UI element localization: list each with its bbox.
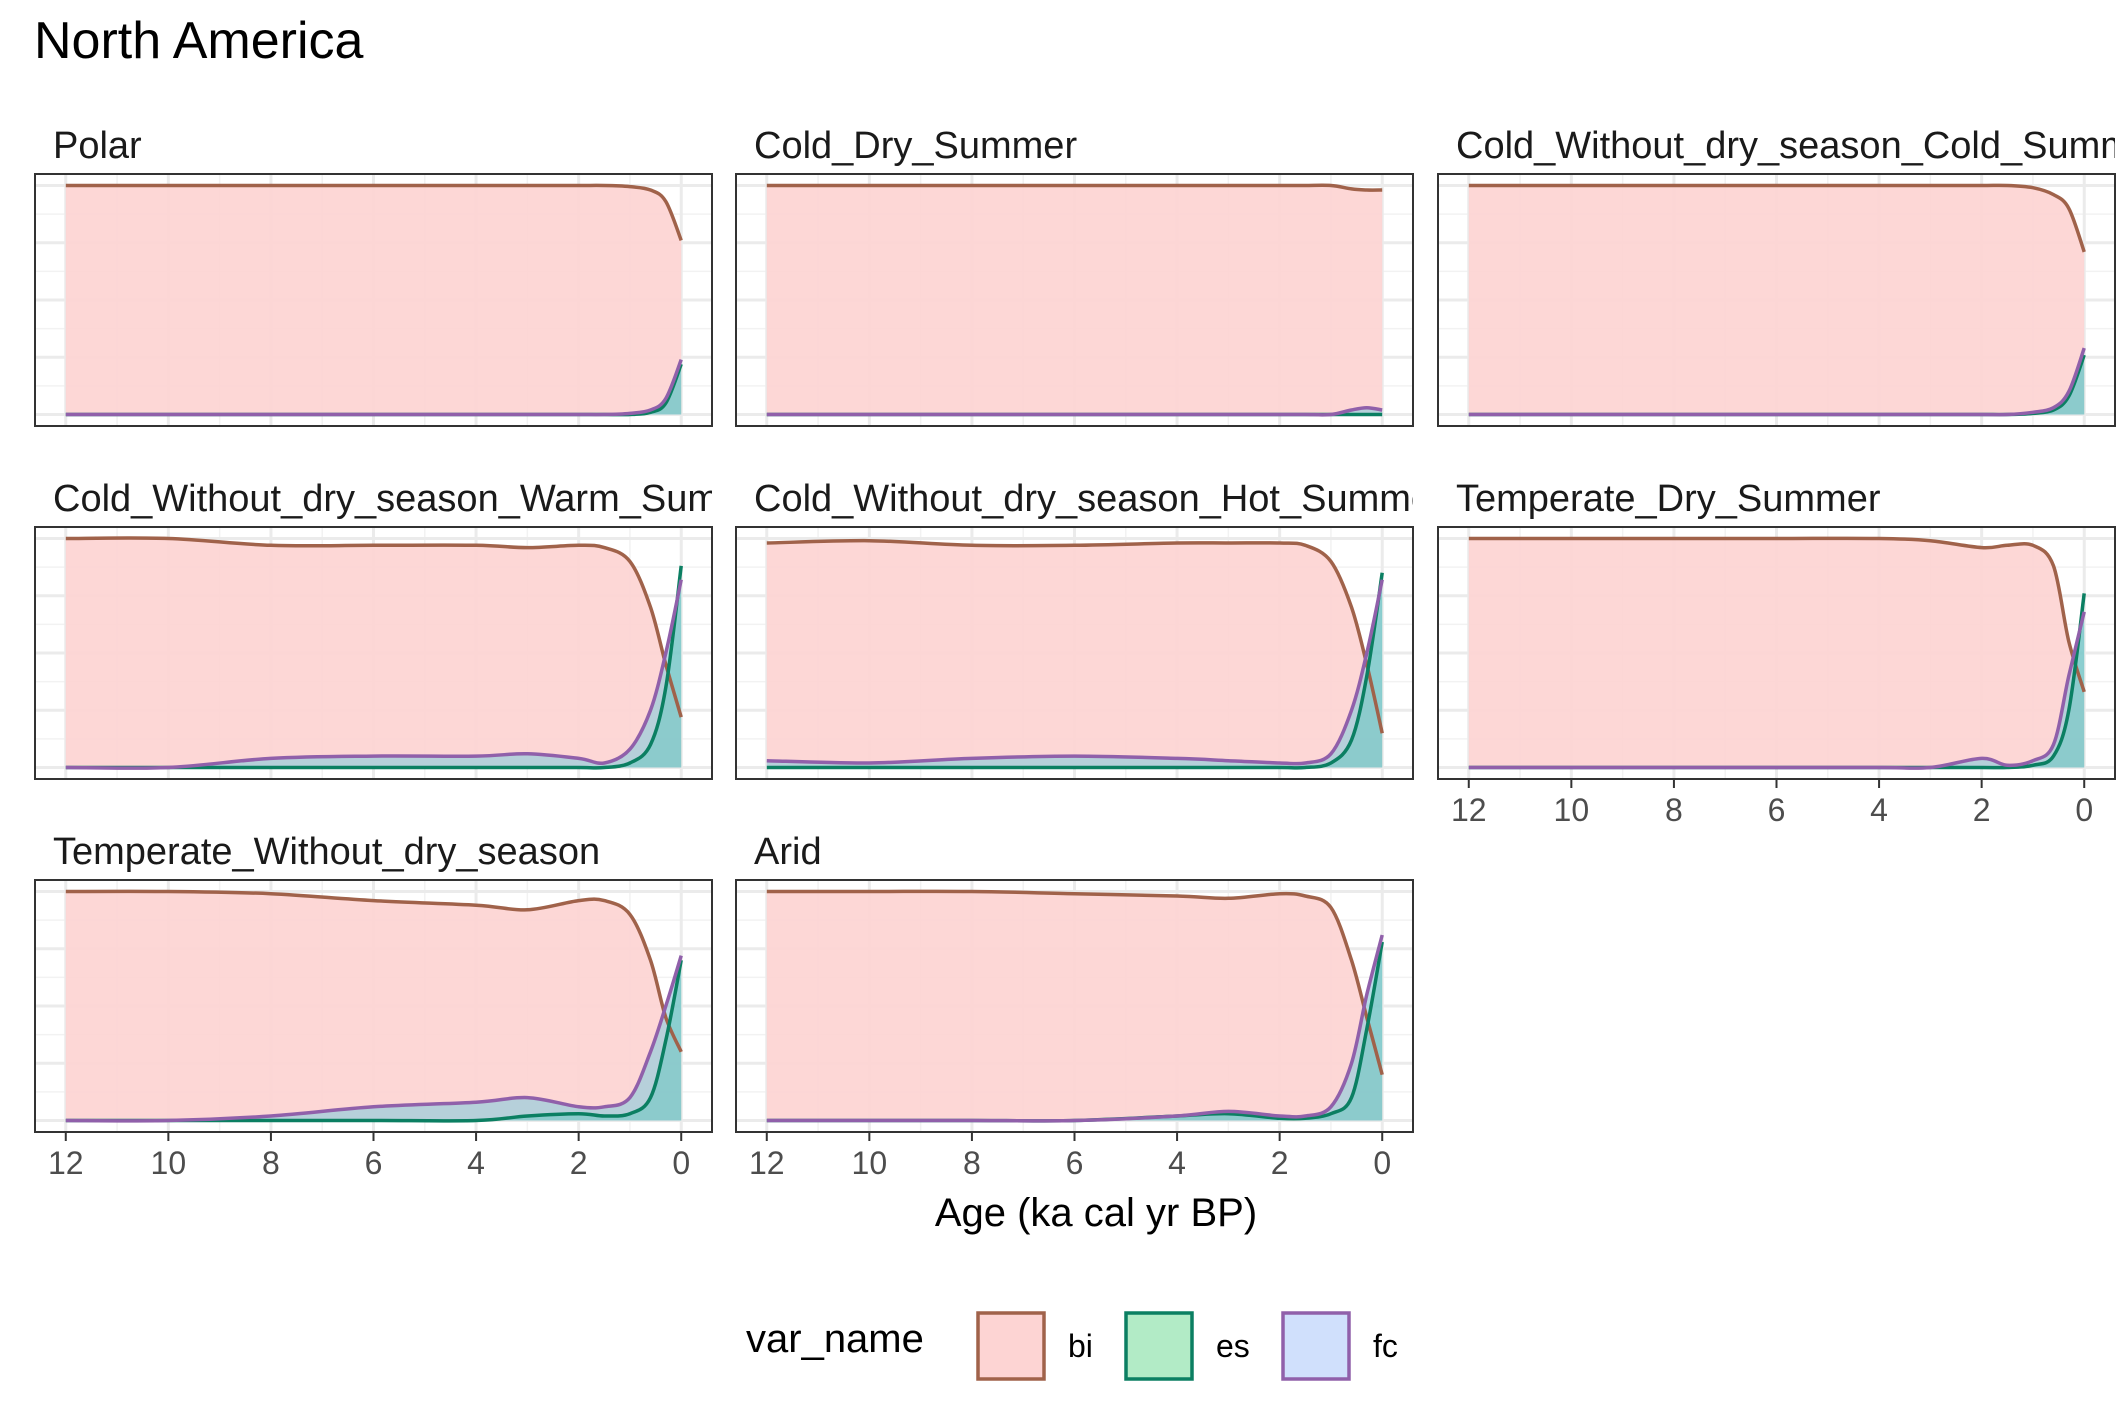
x-tick-label: 12: [749, 1145, 785, 1181]
facet-panel: Temperate_Without_dry_season 12 10 8 6 4 2 0: [34, 831, 713, 1181]
x-axis-label: Age (ka cal yr BP): [935, 1191, 1257, 1235]
panel-border: [34, 173, 713, 427]
legend-title: var_name: [746, 1317, 924, 1361]
facet-panel: Cold_Without_dry_season_Cold_Summer: [1437, 125, 2125, 427]
area-bi: [1468, 538, 2085, 768]
facet-strip-label: Cold_Without_dry_season_Warm_Summer: [53, 478, 785, 520]
area-bi: [766, 185, 1383, 415]
area-bi: [65, 185, 682, 415]
line-bi: [1468, 183, 2086, 253]
line-bi: [766, 538, 1384, 734]
x-tick-label: 6: [1768, 792, 1786, 828]
line-fc: [65, 579, 683, 770]
line-bi: [65, 889, 683, 1053]
area-bi: [65, 891, 682, 1121]
facet-panel: Polar: [34, 125, 713, 427]
x-tick-label: 10: [151, 1145, 187, 1181]
line-bi: [65, 536, 683, 718]
line-es: [65, 565, 683, 770]
line-fc: [1468, 611, 2086, 770]
x-tick-label: 2: [570, 1145, 588, 1181]
panel-border: [34, 526, 713, 780]
x-tick-label: 6: [365, 1145, 383, 1181]
facet-strip-label: Cold_Dry_Summer: [754, 125, 1077, 167]
x-tick-label: 8: [963, 1145, 981, 1181]
area-bi: [766, 540, 1383, 768]
legend-label-bi: bi: [1068, 1328, 1093, 1364]
line-bi: [65, 183, 683, 242]
facet-strip-label: Polar: [53, 125, 142, 167]
line-bi: [766, 889, 1384, 1076]
line-es: [65, 959, 683, 1123]
facet-panel: Temperate_Dry_Summer 12 10 8 6 4 2 0: [1437, 478, 2116, 828]
x-tick-label: 10: [1554, 792, 1590, 828]
line-fc: [766, 405, 1383, 417]
facet-strip-label: Arid: [754, 831, 822, 873]
panel-border: [735, 173, 1414, 427]
facet-panel: Cold_Dry_Summer: [735, 125, 1414, 427]
x-tick-label: 4: [1870, 792, 1888, 828]
x-tick-label: 12: [1451, 792, 1487, 828]
x-tick-label: 0: [1373, 1145, 1391, 1181]
facet-panels: Polar Cold_Dry_Summer Cold_Without_dry_sea…: [34, 125, 2125, 1181]
legend: var_name bi es fc: [746, 1311, 1398, 1381]
line-fc: [65, 358, 683, 417]
line-es: [766, 572, 1384, 770]
x-tick-label: 0: [672, 1145, 690, 1181]
x-tick-label: 8: [262, 1145, 280, 1181]
x-tick-label: 6: [1066, 1145, 1084, 1181]
facet-strip-label: Cold_Without_dry_season_Hot_Summer: [754, 478, 1445, 520]
panel-border: [735, 526, 1414, 780]
x-tick-label: 4: [467, 1145, 485, 1181]
line-bi: [1468, 536, 2086, 693]
legend-label-fc: fc: [1373, 1328, 1398, 1364]
x-tick-label: 12: [48, 1145, 84, 1181]
line-fc: [766, 934, 1384, 1123]
chart-title: North America: [34, 12, 364, 70]
x-tick-label: 2: [1973, 792, 1991, 828]
legend-key-fc: [1281, 1311, 1351, 1381]
facet-strip-label: Temperate_Without_dry_season: [53, 831, 600, 873]
legend-key-bi: [976, 1311, 1046, 1381]
x-tick-label: 8: [1665, 792, 1683, 828]
line-fc: [766, 579, 1384, 766]
area-bi: [1468, 185, 2085, 415]
line-fc: [1468, 347, 2086, 417]
line-bi: [766, 183, 1383, 192]
line-fc: [65, 955, 683, 1123]
x-tick-label: 2: [1271, 1145, 1289, 1181]
area-bi: [65, 537, 682, 768]
facet-panel: Cold_Without_dry_season_Hot_Summer: [735, 478, 1445, 780]
legend-label-es: es: [1216, 1328, 1250, 1364]
panel-border: [1437, 173, 2116, 427]
x-tick-label: 0: [2075, 792, 2093, 828]
area-bi: [766, 891, 1383, 1121]
facet-strip-label: Cold_Without_dry_season_Cold_Summer: [1456, 125, 2125, 167]
facet-panel: Cold_Without_dry_season_Warm_Summer: [34, 478, 785, 780]
x-tick-label: 4: [1168, 1145, 1186, 1181]
facet-panel: Arid 12 10 8 6 4 2 0: [735, 831, 1414, 1181]
legend-key-es: [1124, 1311, 1194, 1381]
x-tick-label: 10: [852, 1145, 888, 1181]
facet-strip-label: Temperate_Dry_Summer: [1456, 478, 1881, 520]
